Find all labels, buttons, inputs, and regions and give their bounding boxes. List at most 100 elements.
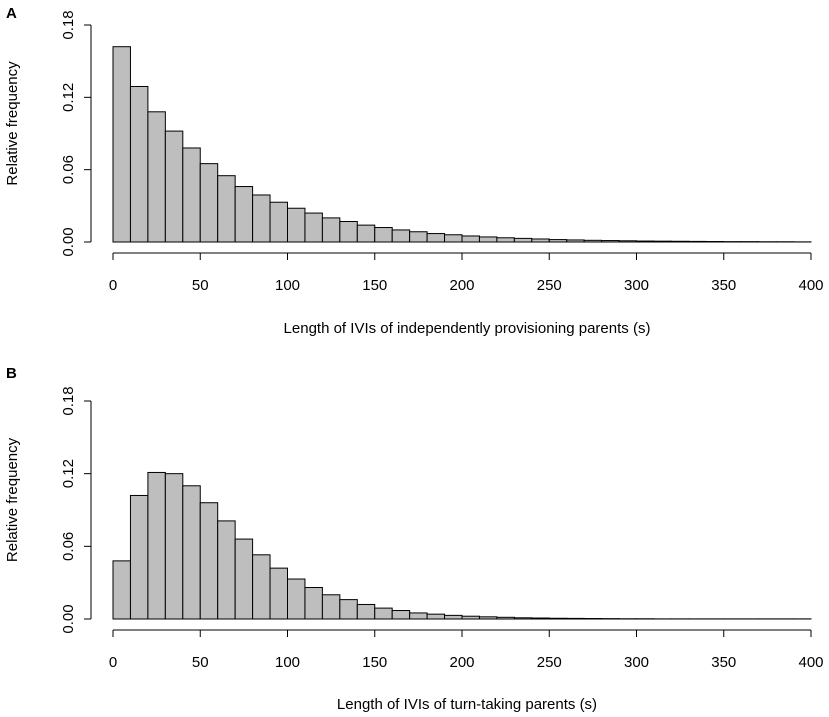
histogram-bar — [636, 240, 655, 243]
y-tick-label: 0.06 — [60, 155, 77, 184]
panel-a: A 0 50 100 150 200 250 300 350 400 0.000.060.120… — [4, 5, 824, 337]
histogram-bar — [252, 194, 271, 243]
histogram-bar — [129, 85, 149, 243]
histogram-bar — [164, 130, 184, 243]
histogram-bar — [287, 578, 306, 620]
x-tick-label: 50 — [192, 654, 209, 671]
histogram-bar — [409, 612, 428, 620]
histogram-bar — [321, 217, 341, 243]
histogram-bar — [217, 520, 236, 620]
histogram-bar — [670, 240, 690, 243]
y-tick-label: 0.12 — [60, 459, 77, 488]
histogram-bar — [182, 147, 201, 243]
histogram-bar — [444, 234, 463, 243]
x-tick-label: 400 — [798, 277, 823, 294]
histogram-bar — [199, 163, 219, 243]
histogram-bar — [513, 617, 533, 620]
x-tick-label: 250 — [537, 654, 562, 671]
y-tick-label: 0.18 — [60, 386, 77, 415]
histogram-bar — [478, 616, 498, 620]
y-axis-title-b: Relative frequency — [4, 437, 21, 562]
histogram-bar — [164, 473, 184, 620]
histogram-bar — [234, 186, 254, 243]
histogram-bar — [688, 240, 707, 243]
x-tick-label: 100 — [275, 654, 300, 671]
y-axis-title-a: Relative frequency — [4, 61, 21, 186]
y-tick-label: 0.06 — [60, 532, 77, 561]
x-tick-label: 0 — [109, 654, 117, 671]
x-ticks-a: 0 50 100 150 200 250 300 350 400 — [109, 253, 824, 294]
histogram-bar — [147, 471, 166, 620]
x-tick-label: 0 — [109, 277, 117, 294]
panel-label-a: A — [6, 5, 17, 22]
histogram-bar — [548, 617, 568, 620]
x-tick-label: 100 — [275, 277, 300, 294]
x-tick-label: 200 — [449, 654, 474, 671]
bars-a — [112, 46, 812, 243]
histogram-bar — [426, 613, 446, 620]
histogram-bar — [112, 560, 131, 620]
y-ticks-b: 0.00 0.06 0.12 0.18 — [60, 386, 91, 634]
histogram-bar — [391, 610, 411, 620]
histogram-bar — [478, 236, 498, 243]
histogram-bar — [531, 238, 550, 243]
y-tick-label: 0.00 — [60, 227, 77, 256]
histogram-bar — [496, 616, 515, 620]
histogram-bar — [461, 235, 480, 243]
histogram-bar — [321, 594, 341, 620]
histogram-bar — [269, 567, 288, 620]
histogram-bar — [129, 494, 149, 620]
histogram-bar — [531, 617, 550, 620]
x-tick-label: 150 — [362, 277, 387, 294]
histogram-bar — [496, 237, 515, 243]
histogram-bar — [112, 46, 131, 243]
x-axis-title-b: Length of IVIs of turn-taking parents (s… — [337, 696, 597, 713]
x-tick-label: 50 — [192, 277, 209, 294]
x-tick-label: 250 — [537, 277, 562, 294]
histogram-bar — [653, 240, 672, 243]
histogram-bar — [391, 229, 411, 243]
x-tick-label: 300 — [624, 654, 649, 671]
y-tick-label: 0.12 — [60, 83, 77, 112]
panel-label-b: B — [6, 365, 17, 382]
histogram-bar — [618, 240, 637, 243]
histogram-bar — [147, 111, 166, 243]
histogram-bar — [182, 485, 201, 620]
y-tick-label: 0.00 — [60, 604, 77, 633]
histogram-bar — [304, 212, 323, 243]
histogram-bar — [461, 615, 480, 620]
histogram-bar — [601, 240, 620, 243]
histogram-bar — [252, 554, 271, 620]
histogram-bar — [444, 614, 463, 620]
bars-b — [112, 471, 812, 620]
histogram-bar — [356, 603, 376, 620]
histogram-bar — [269, 201, 288, 243]
histogram-bar — [217, 175, 236, 243]
x-tick-label: 300 — [624, 277, 649, 294]
histogram-bar — [548, 239, 568, 243]
histogram-bar — [409, 231, 428, 243]
histogram-bar — [513, 237, 533, 243]
histogram-bar — [583, 239, 603, 243]
histogram-bar — [356, 224, 376, 243]
histogram-bar — [339, 599, 358, 620]
histogram-bar — [304, 587, 323, 620]
panel-b: B 0 50 100 150 200 250 300 350 400 0.000.060.120… — [4, 365, 824, 713]
y-ticks-a: 0.00 0.06 0.12 0.18 — [60, 10, 91, 257]
x-axis-title-a: Length of IVIs of independently provisio… — [284, 320, 651, 337]
histogram-bar — [566, 239, 585, 243]
histogram-bar — [339, 221, 358, 243]
x-tick-label: 350 — [711, 277, 736, 294]
histogram-bar — [374, 227, 393, 243]
histogram-bar — [566, 617, 585, 620]
histogram-bar — [234, 538, 254, 620]
histogram-bar — [287, 207, 306, 243]
x-tick-label: 400 — [798, 654, 823, 671]
y-tick-label: 0.18 — [60, 10, 77, 39]
histogram-bar — [426, 233, 446, 243]
x-tick-label: 150 — [362, 654, 387, 671]
x-tick-label: 200 — [449, 277, 474, 294]
histogram-bar — [199, 502, 219, 620]
x-ticks-b: 0 50 100 150 200 250 300 350 400 — [109, 630, 824, 671]
